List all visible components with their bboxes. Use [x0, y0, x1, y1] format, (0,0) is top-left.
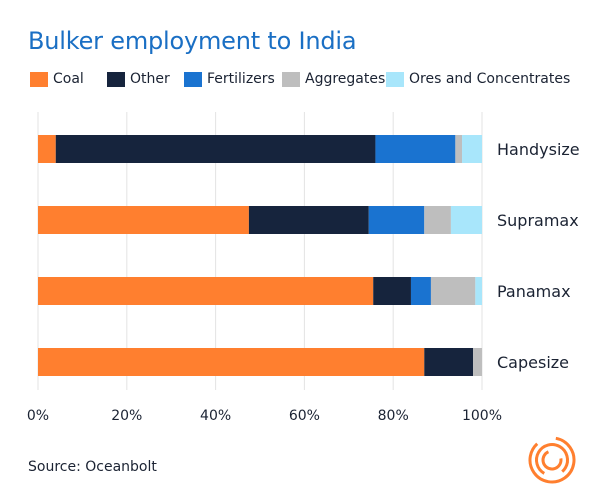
legend-label-aggregates: Aggregates [305, 71, 386, 87]
x-tick-label: 100% [462, 408, 502, 424]
legend-swatch-coal [30, 72, 48, 87]
bar-segment-supramax-other [248, 206, 369, 234]
bar-segment-supramax-coal [38, 206, 249, 234]
legend-swatch-ores-and-concentrates [386, 72, 404, 87]
legend-label-coal: Coal [53, 71, 84, 87]
bar-segment-handysize-other [55, 135, 376, 163]
bar-segment-panamax-other [373, 277, 411, 305]
category-label-capesize: Capesize [497, 353, 569, 372]
oceanbolt-logo-icon [528, 436, 576, 484]
bar-segment-panamax-aggregates [430, 277, 476, 305]
legend-swatch-fertilizers [184, 72, 202, 87]
x-tick-label: 40% [200, 408, 231, 424]
bar-segment-panamax-fertilizers [410, 277, 431, 305]
category-label-handysize: Handysize [497, 140, 580, 159]
bar-segment-handysize-ores-and-concentrates [462, 135, 482, 163]
legend-label-other: Other [130, 71, 170, 87]
bar-segment-handysize-coal [38, 135, 56, 163]
category-label-panamax: Panamax [497, 282, 571, 301]
legend-swatch-other [107, 72, 125, 87]
legend-swatch-aggregates [282, 72, 300, 87]
x-tick-label: 60% [289, 408, 320, 424]
chart-title: Bulker employment to India [28, 27, 357, 55]
legend-label-ores-and-concentrates: Ores and Concentrates [409, 71, 571, 87]
bar-segment-capesize-aggregates [473, 348, 482, 376]
bar-segment-panamax-coal [38, 277, 374, 305]
x-tick-label: 80% [378, 408, 409, 424]
bar-segment-handysize-fertilizers [375, 135, 456, 163]
bar-segment-capesize-coal [38, 348, 425, 376]
legend-label-fertilizers: Fertilizers [207, 71, 275, 87]
bar-segment-supramax-fertilizers [368, 206, 425, 234]
x-tick-label: 20% [111, 408, 142, 424]
category-label-supramax: Supramax [497, 211, 579, 230]
bar-segment-capesize-other [424, 348, 474, 376]
bar-segment-panamax-ores-and-concentrates [475, 277, 482, 305]
source-note: Source: Oceanbolt [28, 459, 157, 475]
bar-segment-handysize-aggregates [455, 135, 463, 163]
bar-segment-supramax-aggregates [424, 206, 451, 234]
x-tick-label: 0% [27, 408, 49, 424]
bar-segment-supramax-ores-and-concentrates [450, 206, 482, 234]
